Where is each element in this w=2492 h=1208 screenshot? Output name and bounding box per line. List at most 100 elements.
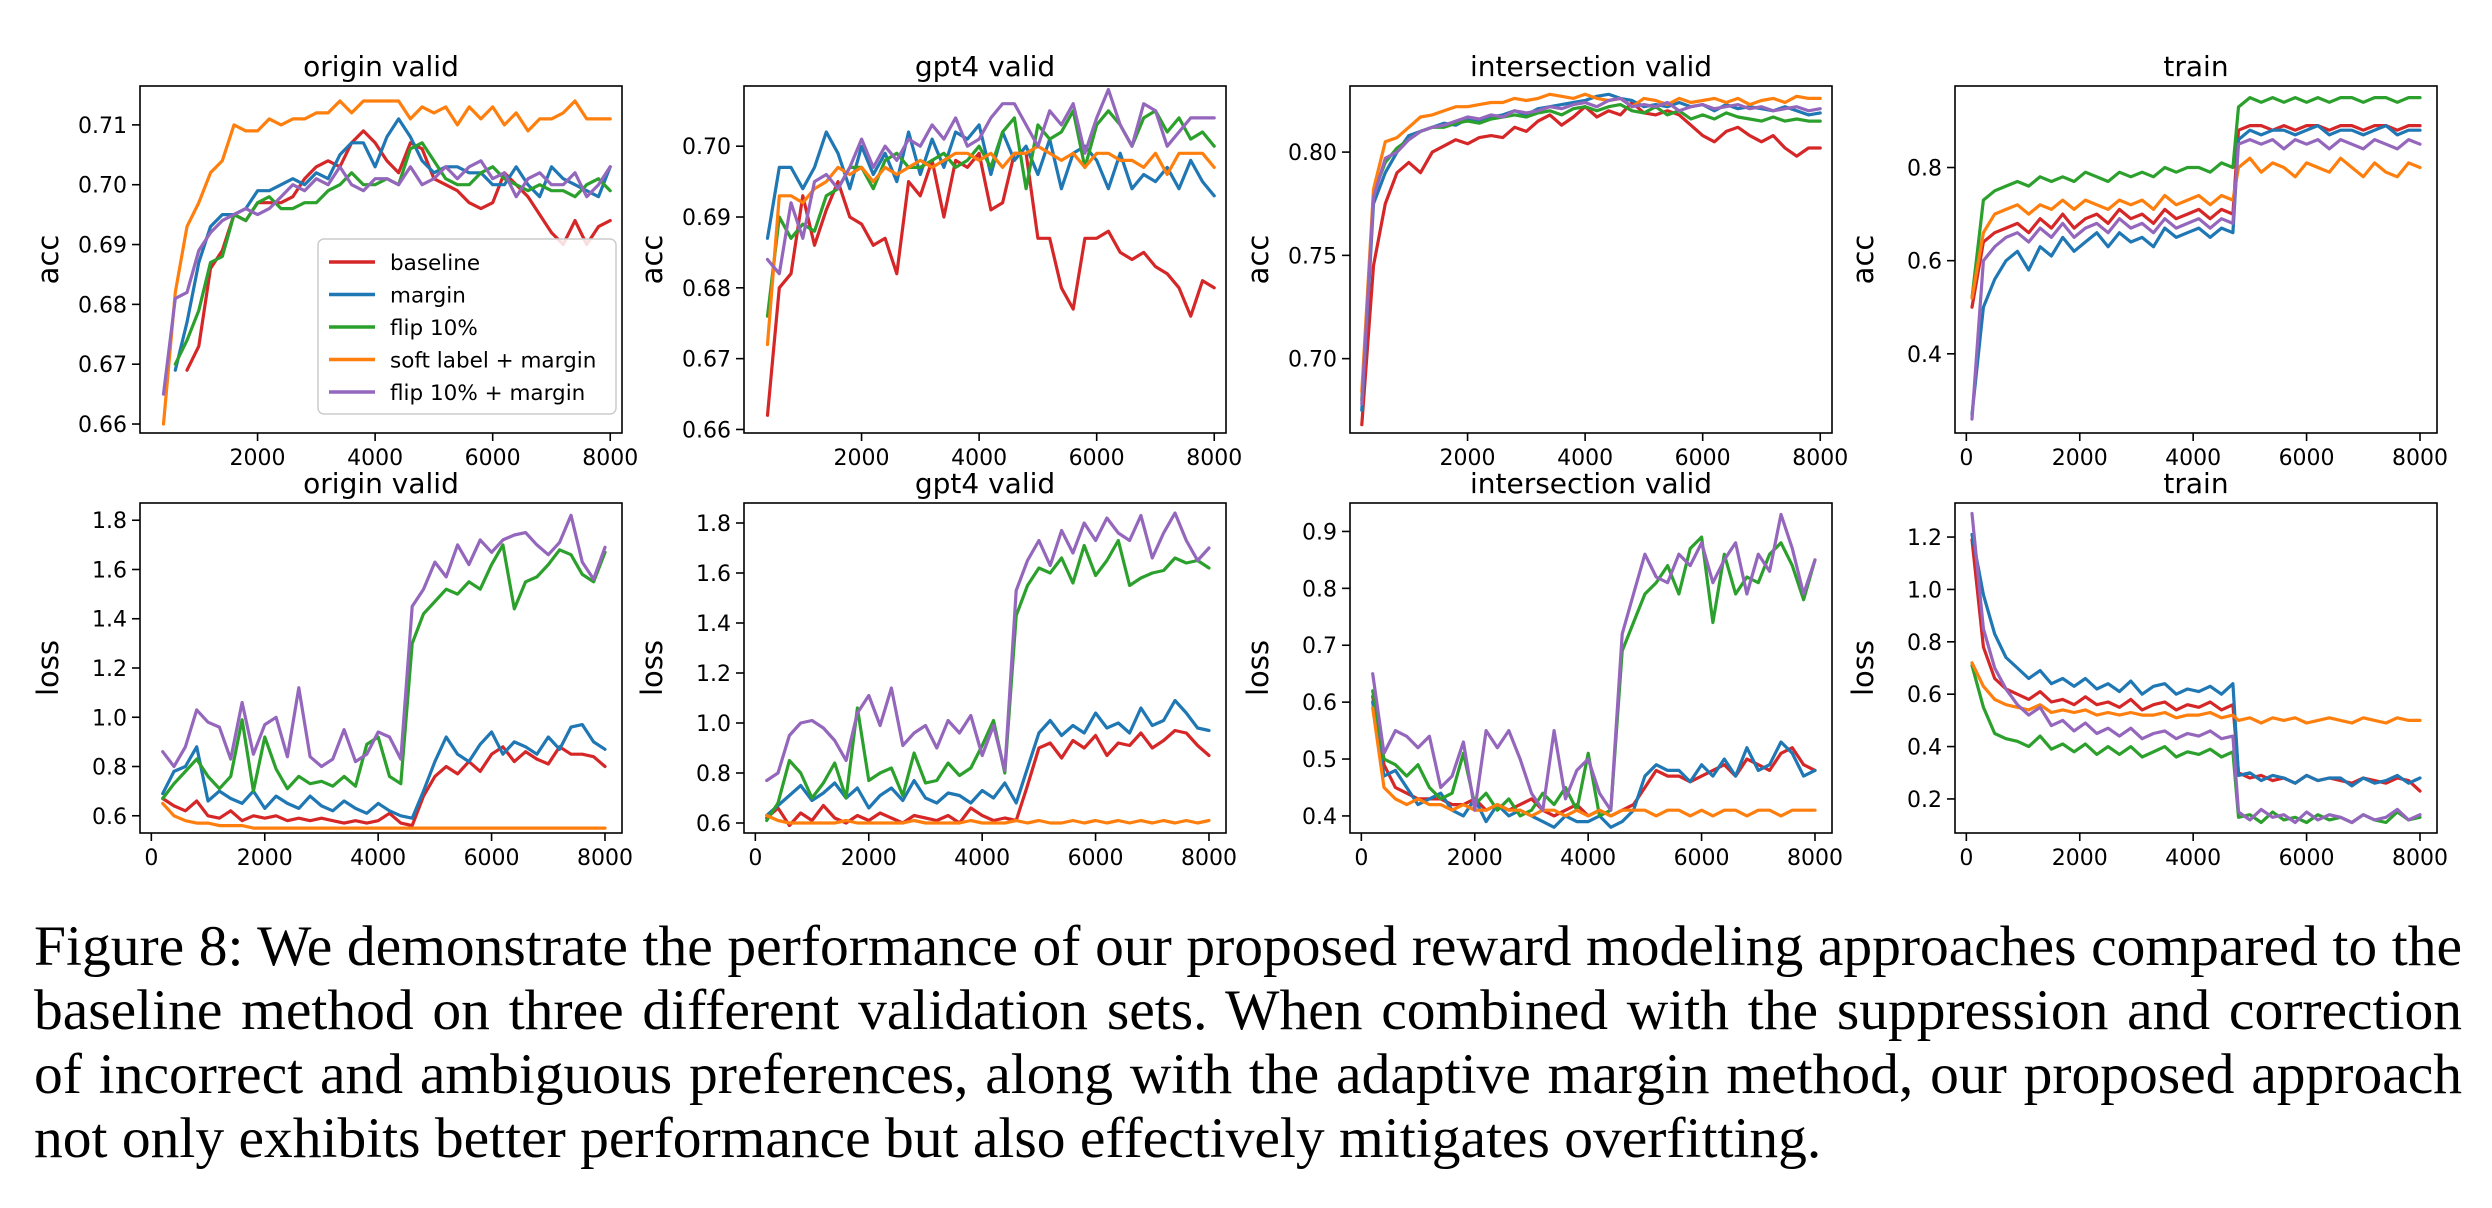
- y-tick-label: 0.7: [1302, 634, 1337, 659]
- axes-frame: [1954, 85, 2438, 434]
- legend: baseline margin flip 10% soft label + margi…: [317, 238, 617, 415]
- figure-grid: origin valid acc 2000 4000 6000 8000 0.66 0.67 0…: [31, 50, 2448, 871]
- chart-title: train: [2163, 50, 2228, 83]
- x-tick-label: 0: [1354, 846, 1368, 871]
- series-line-flip-10-margin: [1970, 511, 2422, 825]
- x-tick-label: 0: [1959, 846, 1973, 871]
- chart-panel-1: origin valid acc 2000 4000 6000 8000 0.66 0.67 0…: [31, 50, 638, 471]
- y-tick-label: 0.6: [1907, 683, 1942, 708]
- y-tick-label: 0.68: [78, 293, 127, 318]
- y-tick-label: 0.69: [78, 234, 127, 259]
- series-line-margin: [1371, 700, 1817, 829]
- legend-label-flip-10: flip 10%: [390, 316, 478, 341]
- series-line-baseline: [1970, 123, 2422, 309]
- x-tick-label: 6000: [2279, 446, 2335, 471]
- legend-label-baseline: baseline: [390, 251, 480, 276]
- y-tick-label: 1.4: [696, 612, 731, 637]
- y-axis-label: acc: [31, 235, 65, 285]
- y-tick-label: 0.8: [92, 756, 127, 781]
- x-tick-label: 8000: [1181, 846, 1237, 871]
- y-tick-label: 0.6: [92, 805, 127, 830]
- chart-title: gpt4 valid: [915, 50, 1055, 83]
- series-group: [161, 513, 607, 830]
- series-line-margin: [161, 722, 607, 820]
- y-axis-label: acc: [1846, 235, 1880, 285]
- y-tick-label: 0.75: [1288, 244, 1337, 269]
- y-tick-label: 1.4: [92, 608, 127, 633]
- y-tick-label: 0.8: [1907, 631, 1942, 656]
- y-tick-label: 0.9: [1302, 520, 1337, 545]
- series-group: [765, 511, 1211, 828]
- series-line-margin: [173, 117, 612, 372]
- series-line-soft-label-margin: [1360, 92, 1822, 394]
- x-tick-label: 6000: [2279, 846, 2335, 871]
- series-line-margin: [765, 123, 1216, 240]
- y-axis-label: loss: [635, 640, 669, 696]
- series-line-soft-label-margin: [161, 99, 612, 426]
- axes-frame: [743, 85, 1227, 434]
- y-tick-label: 1.0: [92, 706, 127, 731]
- chart-panel-3: intersection valid acc 2000 4000 6000 8000 0.7…: [1241, 50, 1848, 471]
- series-line-flip-10-margin: [765, 511, 1211, 783]
- y-tick-label: 0.66: [682, 418, 731, 443]
- series-line-flip-10-margin: [161, 159, 612, 396]
- chart-title: origin valid: [303, 50, 459, 83]
- x-tick-label: 4000: [954, 846, 1010, 871]
- series-line-soft-label-margin: [1970, 156, 2422, 300]
- series-line-baseline: [765, 151, 1216, 417]
- x-tick-label: 0: [1959, 446, 1973, 471]
- chart-panel-7: intersection valid loss 0 2000 4000 6000 8000 0…: [1241, 467, 1843, 871]
- chart-title: train: [2163, 467, 2228, 500]
- x-tick-label: 8000: [582, 446, 638, 471]
- x-tick-label: 2000: [230, 446, 286, 471]
- chart-panel-6: gpt4 valid loss 0 2000 4000 6000 8000 0.6 0.8 1.0…: [635, 467, 1237, 871]
- x-tick-label: 4000: [1557, 446, 1613, 471]
- series-line-flip-10-margin: [1360, 96, 1822, 406]
- x-tick-label: 8000: [1787, 846, 1843, 871]
- y-tick-label: 1.6: [92, 558, 127, 583]
- axes-frame: [1349, 502, 1833, 834]
- y-tick-label: 0.6: [1907, 250, 1942, 275]
- y-tick-label: 0.70: [1288, 348, 1337, 373]
- series-line-flip-10-margin: [765, 87, 1216, 276]
- x-tick-label: 0: [748, 846, 762, 871]
- x-tick-label: 2000: [2052, 446, 2108, 471]
- series-line-margin: [1970, 532, 2422, 788]
- series-group: [1371, 512, 1817, 829]
- x-tick-label: 6000: [1069, 446, 1125, 471]
- chart-title: origin valid: [303, 467, 459, 500]
- y-tick-label: 1.0: [1907, 578, 1942, 603]
- x-tick-label: 2000: [237, 846, 293, 871]
- y-axis-label: loss: [31, 640, 65, 696]
- y-tick-label: 1.8: [92, 509, 127, 534]
- series-line-soft-label-margin: [161, 801, 607, 830]
- y-tick-label: 0.8: [1907, 157, 1942, 182]
- x-tick-label: 6000: [1068, 846, 1124, 871]
- y-tick-label: 1.2: [1907, 526, 1942, 551]
- series-group: [1360, 92, 1822, 427]
- axes-frame: [1954, 502, 2438, 834]
- x-tick-label: 2000: [1447, 846, 1503, 871]
- x-tick-label: 4000: [2165, 446, 2221, 471]
- axes-frame: [139, 502, 623, 834]
- y-tick-label: 1.0: [696, 712, 731, 737]
- y-tick-label: 0.4: [1907, 343, 1942, 368]
- chart-panel-2: gpt4 valid acc 2000 4000 6000 8000 0.66 0.67 0.6…: [635, 50, 1242, 471]
- y-tick-label: 0.71: [78, 114, 127, 139]
- series-line-flip-10: [765, 109, 1216, 318]
- y-axis-label: loss: [1241, 640, 1275, 696]
- series-line-flip-10-margin: [161, 513, 607, 769]
- y-tick-label: 0.70: [682, 135, 731, 160]
- x-tick-label: 6000: [1675, 446, 1731, 471]
- y-tick-label: 0.8: [696, 762, 731, 787]
- x-tick-label: 8000: [1792, 446, 1848, 471]
- y-tick-label: 0.67: [682, 348, 731, 373]
- chart-panel-8: train loss 0 2000 4000 6000 8000 0.2 0.4 0.6 0.8 1.…: [1846, 467, 2448, 871]
- series-line-margin: [1360, 92, 1822, 412]
- series-line-flip-10: [1360, 102, 1822, 402]
- series-line-flip-10-margin: [1970, 138, 2422, 421]
- y-axis-label: acc: [1241, 235, 1275, 285]
- y-tick-label: 0.68: [682, 277, 731, 302]
- series-group: [161, 99, 612, 426]
- x-tick-label: 4000: [951, 446, 1007, 471]
